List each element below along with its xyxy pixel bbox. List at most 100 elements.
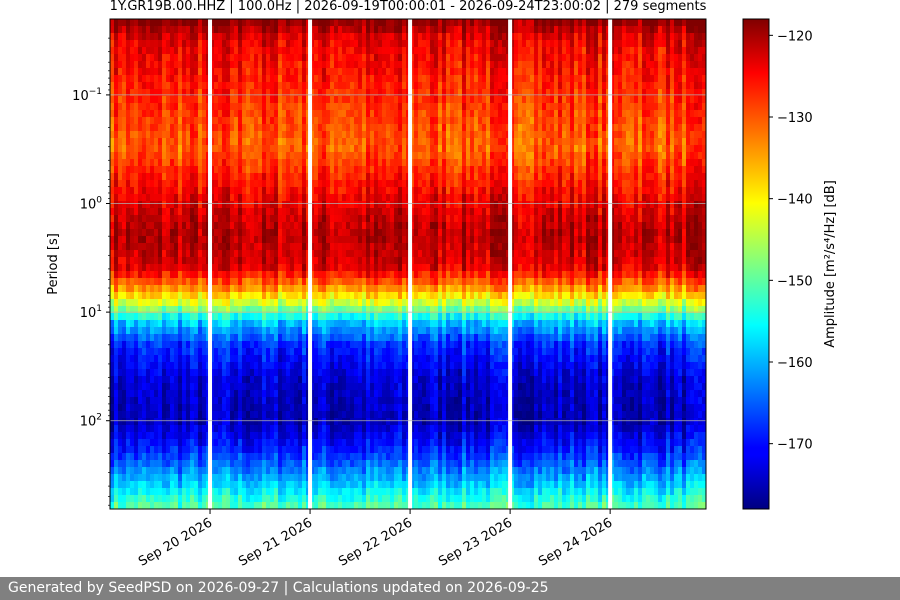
heatmap-cell bbox=[330, 159, 335, 167]
heatmap-cell bbox=[286, 159, 291, 167]
heatmap-cell bbox=[182, 222, 187, 230]
heatmap-cell bbox=[162, 138, 167, 146]
heatmap-cell bbox=[174, 222, 179, 230]
heatmap-cell bbox=[586, 75, 591, 83]
heatmap-cell bbox=[370, 166, 375, 174]
heatmap-cell bbox=[430, 243, 435, 251]
heatmap-cell bbox=[666, 40, 671, 48]
heatmap-cell bbox=[610, 138, 615, 146]
heatmap-cell bbox=[542, 47, 547, 55]
heatmap-cell bbox=[194, 229, 199, 237]
heatmap-cell bbox=[394, 89, 399, 97]
heatmap-cell bbox=[422, 75, 427, 83]
heatmap-cell bbox=[646, 89, 651, 97]
heatmap-cell bbox=[514, 152, 519, 160]
heatmap-cell bbox=[402, 75, 407, 83]
heatmap-cell bbox=[650, 166, 655, 174]
heatmap-cell bbox=[214, 201, 219, 209]
heatmap-cell bbox=[398, 96, 403, 104]
heatmap-cell bbox=[350, 215, 355, 223]
heatmap-cell bbox=[342, 201, 347, 209]
heatmap-cell bbox=[610, 187, 615, 195]
heatmap-cell bbox=[394, 145, 399, 153]
heatmap-cell bbox=[270, 54, 275, 62]
heatmap-cell bbox=[434, 40, 439, 48]
heatmap-cell bbox=[438, 187, 443, 195]
heatmap-cell bbox=[398, 180, 403, 188]
heatmap-cell bbox=[682, 131, 687, 139]
heatmap-cell bbox=[186, 194, 191, 202]
heatmap-cell bbox=[666, 75, 671, 83]
heatmap-cell bbox=[438, 54, 443, 62]
heatmap-cell bbox=[534, 222, 539, 230]
heatmap-cell bbox=[698, 166, 703, 174]
heatmap-cell bbox=[590, 222, 595, 230]
heatmap-cell bbox=[602, 187, 607, 195]
heatmap-cell bbox=[526, 82, 531, 90]
heatmap-cell bbox=[398, 19, 403, 27]
heatmap-cell bbox=[278, 89, 283, 97]
heatmap-cell bbox=[198, 187, 203, 195]
heatmap-cell bbox=[138, 138, 143, 146]
heatmap-cell bbox=[650, 54, 655, 62]
heatmap-cell bbox=[138, 131, 143, 139]
heatmap-cell bbox=[370, 145, 375, 153]
heatmap-cell bbox=[682, 89, 687, 97]
heatmap-cell bbox=[570, 89, 575, 97]
heatmap-cell bbox=[590, 54, 595, 62]
heatmap-cell bbox=[434, 26, 439, 34]
heatmap-cell bbox=[542, 26, 547, 34]
heatmap-cell bbox=[130, 229, 135, 237]
heatmap-cell bbox=[186, 33, 191, 41]
heatmap-cell bbox=[694, 68, 699, 76]
heatmap-cell bbox=[326, 229, 331, 237]
heatmap-cell bbox=[270, 47, 275, 55]
heatmap-cell bbox=[530, 89, 535, 97]
heatmap-cell bbox=[178, 152, 183, 160]
heatmap-cell bbox=[538, 145, 543, 153]
heatmap-cell bbox=[462, 89, 467, 97]
heatmap-cell bbox=[334, 187, 339, 195]
heatmap-cell bbox=[682, 47, 687, 55]
heatmap-cell bbox=[118, 250, 123, 258]
heatmap-cell bbox=[382, 110, 387, 118]
heatmap-cell bbox=[150, 222, 155, 230]
heatmap-cell bbox=[242, 138, 247, 146]
heatmap-cell bbox=[370, 82, 375, 90]
heatmap-cell bbox=[262, 152, 267, 160]
heatmap-cell bbox=[298, 103, 303, 111]
heatmap-cell bbox=[526, 131, 531, 139]
heatmap-cell bbox=[146, 47, 151, 55]
heatmap-cell bbox=[362, 222, 367, 230]
heatmap-cell bbox=[298, 75, 303, 83]
heatmap-cell bbox=[542, 40, 547, 48]
heatmap-cell bbox=[414, 89, 419, 97]
heatmap-cell bbox=[422, 159, 427, 167]
heatmap-cell bbox=[602, 47, 607, 55]
heatmap-cell bbox=[642, 103, 647, 111]
heatmap-cell bbox=[182, 215, 187, 223]
heatmap-cell bbox=[486, 208, 491, 216]
heatmap-cell bbox=[494, 236, 499, 244]
heatmap-cell bbox=[466, 96, 471, 104]
heatmap-cell bbox=[318, 180, 323, 188]
heatmap-cell bbox=[450, 124, 455, 132]
heatmap-cell bbox=[382, 236, 387, 244]
heatmap-cell bbox=[530, 54, 535, 62]
heatmap-cell bbox=[582, 208, 587, 216]
heatmap-cell bbox=[294, 187, 299, 195]
heatmap-cell bbox=[666, 236, 671, 244]
heatmap-cell bbox=[494, 215, 499, 223]
heatmap-cell bbox=[318, 103, 323, 111]
heatmap-cell bbox=[594, 33, 599, 41]
heatmap-cell bbox=[390, 68, 395, 76]
heatmap-cell bbox=[270, 187, 275, 195]
heatmap-cell bbox=[370, 215, 375, 223]
heatmap-cell bbox=[342, 19, 347, 27]
heatmap-cell bbox=[146, 96, 151, 104]
heatmap-cell bbox=[430, 222, 435, 230]
heatmap-cell bbox=[678, 159, 683, 167]
heatmap-cell bbox=[162, 236, 167, 244]
heatmap-cell bbox=[662, 236, 667, 244]
heatmap-cell bbox=[614, 54, 619, 62]
